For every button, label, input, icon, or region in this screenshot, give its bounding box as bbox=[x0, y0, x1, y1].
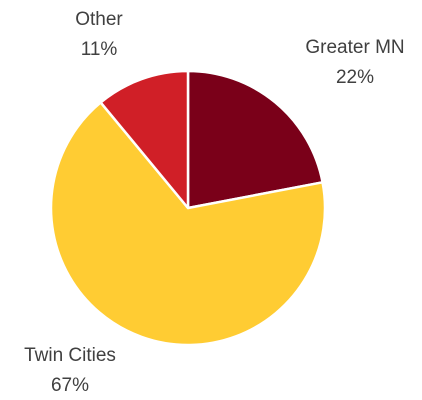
pie-slice bbox=[99, 69, 190, 210]
slice-value-label: 67% bbox=[51, 375, 89, 396]
slice-value-label: 11% bbox=[81, 39, 118, 60]
pie-slice bbox=[49, 101, 327, 347]
slice-label: Greater MN bbox=[305, 37, 404, 58]
slice-label: Other bbox=[75, 9, 123, 30]
slice-value-label: 22% bbox=[336, 67, 374, 88]
pie-slice bbox=[186, 69, 324, 210]
slice-label: Twin Cities bbox=[24, 345, 116, 366]
